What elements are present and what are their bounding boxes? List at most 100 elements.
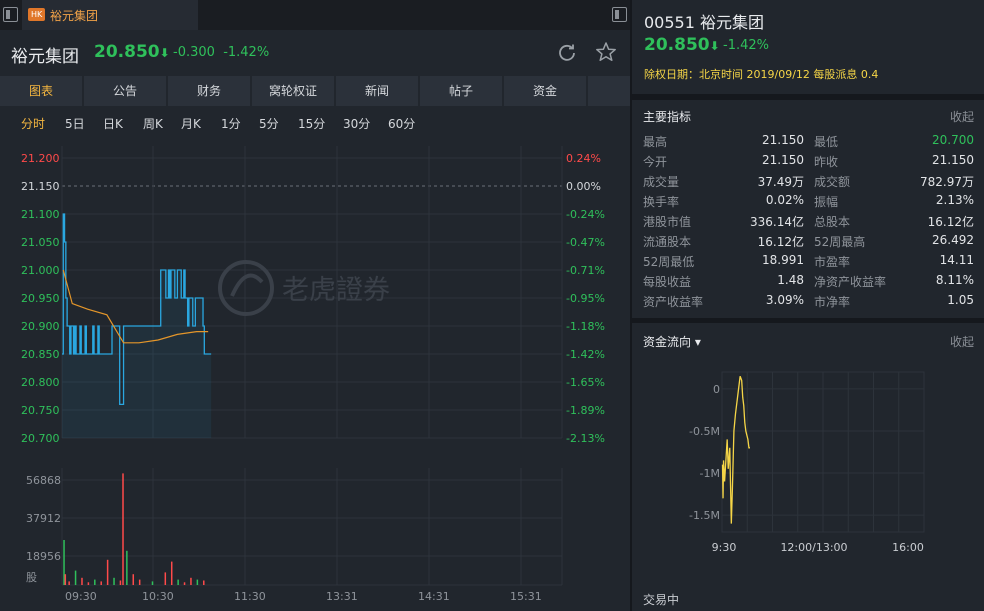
indicator-row: 港股市值 336.14亿 总股本 16.12亿 xyxy=(632,213,984,233)
volume-bar xyxy=(203,580,205,585)
indicator-label: 成交额 xyxy=(814,175,851,189)
volume-bar xyxy=(164,572,167,585)
refresh-icon[interactable] xyxy=(557,42,577,62)
indicator-label: 总股本 xyxy=(814,215,851,229)
period-5m[interactable]: 5分 xyxy=(259,117,279,131)
indicator-label: 52周最高 xyxy=(814,235,866,249)
indicators-title: 主要指标 xyxy=(643,110,692,124)
flow-collapse-button[interactable]: 收起 xyxy=(950,335,975,349)
volume-bar xyxy=(183,582,186,585)
tab-news[interactable]: 新闻 xyxy=(336,76,418,106)
avg-price-line xyxy=(62,269,209,344)
price-tick-label: 20.900 xyxy=(21,320,60,333)
flow-x-label: 16:00 xyxy=(892,541,924,554)
pct-tick-label: -0.24% xyxy=(566,208,605,221)
indicator-label: 净资产收益率 xyxy=(814,275,887,289)
tab-financials[interactable]: 财务 xyxy=(168,76,250,106)
indicator-label: 市盈率 xyxy=(814,255,851,269)
indicator-value: 2.13% xyxy=(935,193,974,207)
timeshare-chart[interactable]: 老虎證券 21.200 21.150 21.100 21.050 21.000 20.95… xyxy=(0,136,630,611)
tab-capital[interactable]: 资金 xyxy=(504,76,586,106)
time-tick-label: 10:30 xyxy=(142,590,174,603)
volume-bar xyxy=(81,577,83,585)
indicator-value: 21.150 xyxy=(762,153,804,167)
stock-header: 裕元集团 20.850⬇ -0.300 -1.42% xyxy=(0,30,630,74)
pct-tick-label: -1.65% xyxy=(566,376,605,389)
flow-x-label: 9:30 xyxy=(712,541,737,554)
indicator-row: 52周最低 18.991 市盈率 14.11 xyxy=(632,253,984,273)
tab-posts[interactable]: 帖子 xyxy=(420,76,502,106)
pct-tick-label: -1.89% xyxy=(566,404,605,417)
indicator-label: 每股收益 xyxy=(643,275,692,289)
nav-tabs: 图表 公告 财务 窝轮权证 新闻 帖子 资金 xyxy=(0,76,630,106)
quote-change-pct: -1.42% xyxy=(723,38,769,53)
indicator-label: 换手率 xyxy=(643,195,680,209)
chart-panel: HK 裕元集团 裕元集团 20.850⬇ -0.300 -1.42% 图表 公告… xyxy=(0,0,630,611)
time-tick-label: 09:30 xyxy=(65,590,97,603)
chart-background xyxy=(0,136,630,611)
period-30m[interactable]: 30分 xyxy=(343,117,371,131)
pct-tick-label: -0.71% xyxy=(566,264,605,277)
indicator-row: 换手率 0.02% 振幅 2.13% xyxy=(632,193,984,213)
divider xyxy=(632,94,984,100)
dividend-notice: 除权日期：北京时间 2019/09/12 每股派息 0.4 xyxy=(644,68,879,81)
indicator-value: 0.02% xyxy=(765,193,804,207)
indicator-label: 成交量 xyxy=(643,175,680,189)
indicator-label: 52周最低 xyxy=(643,255,695,269)
volume-bar xyxy=(113,577,115,585)
indicator-value: 37.49万 xyxy=(757,175,804,189)
volume-tick-label: 37912 xyxy=(26,512,61,525)
stock-price: 20.850⬇ xyxy=(94,42,170,62)
price-tick-label: 20.800 xyxy=(21,376,60,389)
period-week[interactable]: 周K xyxy=(143,117,163,131)
pct-tick-label: -0.95% xyxy=(566,292,605,305)
indicator-value: 8.11% xyxy=(935,273,974,287)
indicator-label: 流通股本 xyxy=(643,235,692,249)
tab-announcements[interactable]: 公告 xyxy=(84,76,166,106)
indicator-value: 18.991 xyxy=(762,253,804,267)
capital-flow-chart: 0 -0.5M -1M -1.5M 9:30 12:00/13:00 16:00 xyxy=(689,371,925,554)
pct-tick-label: -1.18% xyxy=(566,320,605,333)
hk-badge: HK xyxy=(28,8,46,21)
period-month[interactable]: 月K xyxy=(181,117,201,131)
time-tick-label: 11:30 xyxy=(234,590,266,603)
time-tick-label: 14:31 xyxy=(418,590,450,603)
period-1m[interactable]: 1分 xyxy=(221,117,241,131)
volume-bar xyxy=(151,581,154,585)
stock-tab-title: 裕元集团 xyxy=(50,9,99,23)
star-icon[interactable] xyxy=(595,41,617,63)
tab-more[interactable] xyxy=(588,76,630,106)
tab-chart[interactable]: 图表 xyxy=(0,76,82,106)
indicator-value: 1.48 xyxy=(777,273,804,287)
period-60m[interactable]: 60分 xyxy=(388,117,416,131)
period-5d[interactable]: 5日 xyxy=(65,117,85,131)
stock-code-name: 00551 裕元集团 xyxy=(644,13,764,32)
volume-tick-label: 18956 xyxy=(26,550,61,563)
volume-bar xyxy=(177,579,179,585)
volume-bar xyxy=(170,561,173,585)
tab-warrants[interactable]: 窝轮权证 xyxy=(252,76,334,106)
indicator-value: 1.05 xyxy=(947,293,974,307)
indicator-row: 流通股本 16.12亿 52周最高 26.492 xyxy=(632,233,984,253)
sidebar-toggle-icon[interactable] xyxy=(3,7,18,22)
quote-price: 20.850⬇ xyxy=(644,35,720,55)
price-tick-label: 21.200 xyxy=(21,152,60,165)
capital-flow-dropdown[interactable]: 资金流向 ▾ xyxy=(643,335,701,349)
indicator-value: 20.700 xyxy=(932,133,974,147)
indicator-value: 16.12亿 xyxy=(757,235,804,249)
period-selector: 分时 5日 日K 周K 月K 1分 5分 15分 30分 60分 xyxy=(0,112,630,136)
volume-bar xyxy=(74,570,77,585)
indicator-value: 16.12亿 xyxy=(927,215,974,229)
flow-y-label: -1M xyxy=(700,467,720,480)
stock-tab[interactable]: HK 裕元集团 xyxy=(22,0,198,30)
period-15m[interactable]: 15分 xyxy=(298,117,326,131)
divider xyxy=(632,318,984,323)
period-timeshare[interactable]: 分时 xyxy=(21,117,46,131)
volume-bar xyxy=(94,579,96,585)
indicator-row: 成交量 37.49万 成交额 782.97万 xyxy=(632,173,984,193)
volume-bar xyxy=(190,577,192,585)
flow-line xyxy=(721,375,750,524)
panel-toggle-icon[interactable] xyxy=(612,7,627,22)
period-day[interactable]: 日K xyxy=(103,117,123,131)
indicators-collapse-button[interactable]: 收起 xyxy=(950,110,975,124)
